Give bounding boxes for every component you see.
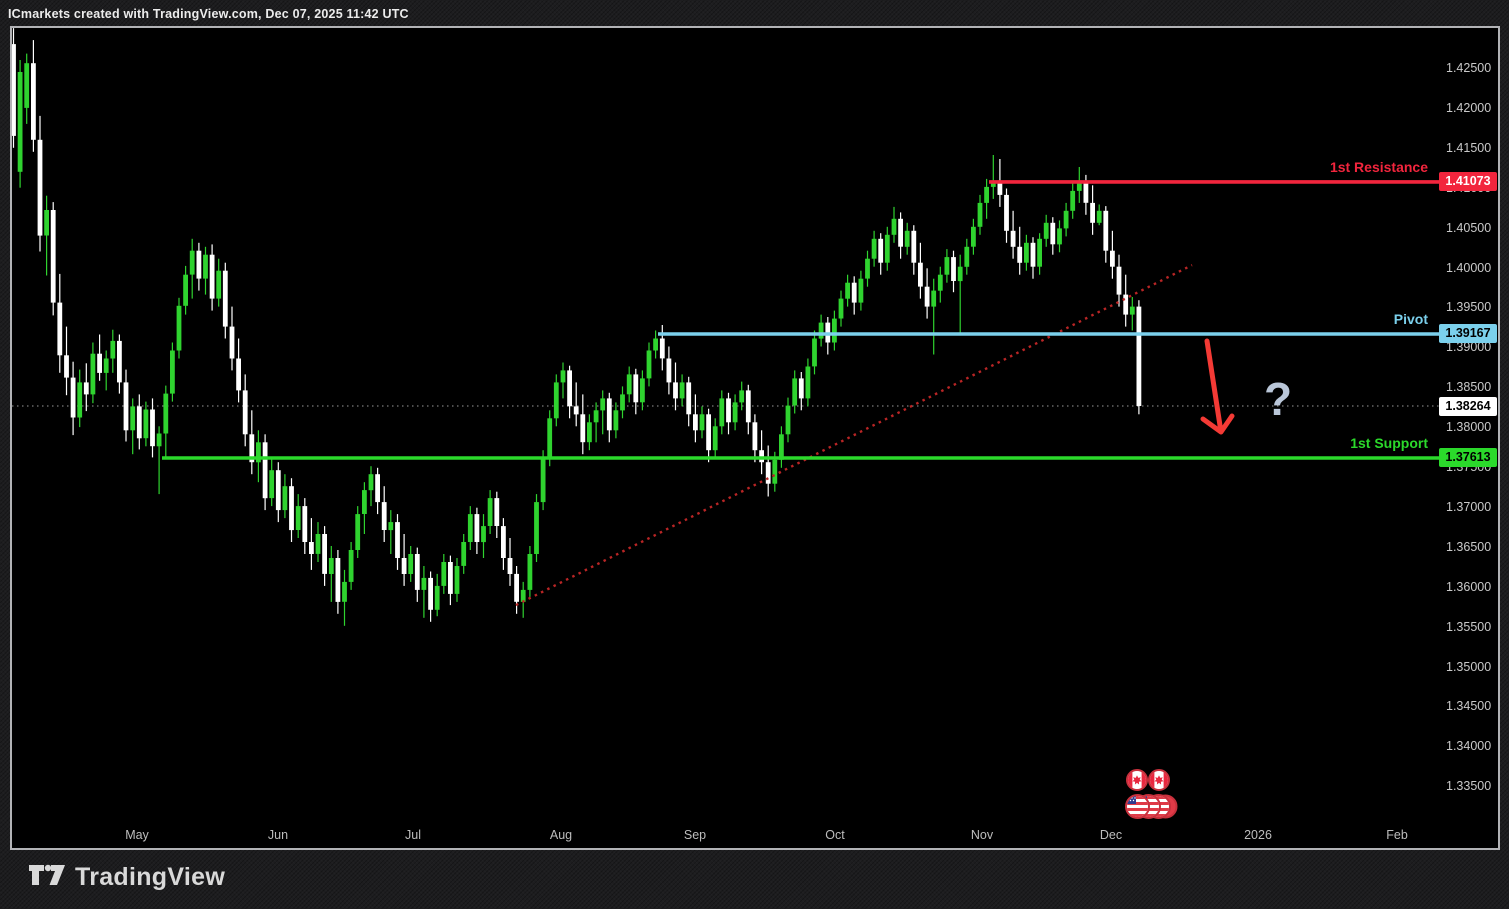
tradingview-logo-icon: [28, 861, 66, 894]
price-tick-label: 1.40500: [1446, 220, 1492, 235]
resistance-label[interactable]: 1st Resistance: [1329, 158, 1428, 175]
price-tick-label: 1.35500: [1446, 619, 1492, 634]
price-tick-label: 1.34500: [1446, 699, 1492, 714]
price-badge-last: 1.38264: [1439, 396, 1497, 416]
time-scale[interactable]: May Jun Jul Aug Sep Oct Nov Dec 2026 Feb: [11, 828, 1497, 844]
time-tick-label: Dec: [1099, 828, 1123, 842]
price-scale[interactable]: 1.425001.420001.415001.410001.405001.400…: [1444, 27, 1498, 845]
event-markers[interactable]: [1125, 769, 1181, 821]
time-tick-label: 2026: [1244, 828, 1272, 842]
price-tick-label: 1.42000: [1446, 100, 1492, 115]
down-arrow-icon[interactable]: [1200, 338, 1235, 435]
trendline[interactable]: [515, 264, 1193, 607]
price-tick-label: 1.38500: [1446, 380, 1492, 395]
candlestick-series[interactable]: [11, 28, 1142, 626]
canada-flag-icon[interactable]: [1126, 769, 1148, 796]
price-tick-label: 1.39500: [1446, 300, 1492, 315]
us-flag-icon[interactable]: [1125, 794, 1150, 824]
price-tick-label: 1.36000: [1446, 579, 1492, 594]
time-tick-label: May: [125, 828, 149, 842]
canada-flag-icon[interactable]: [1148, 769, 1170, 796]
price-tick-label: 1.41500: [1446, 140, 1492, 155]
question-mark-annotation[interactable]: ?: [1263, 373, 1293, 425]
support-label[interactable]: 1st Support: [1350, 434, 1428, 451]
tradingview-logo-text: TradingView: [75, 862, 226, 891]
price-tick-label: 1.42500: [1446, 61, 1492, 75]
tradingview-watermark: TradingView: [28, 862, 225, 892]
chart-title: ICmarkets created with TradingView.com, …: [8, 7, 409, 21]
time-tick-label: Feb: [1386, 828, 1408, 842]
price-tick-label: 1.34000: [1446, 739, 1492, 754]
time-tick-label: Jul: [405, 828, 421, 842]
price-tick-label: 1.36500: [1446, 539, 1492, 554]
price-tick-label: 1.37000: [1446, 499, 1492, 514]
price-badge-resistance: 1.41073: [1439, 172, 1497, 192]
time-tick-label: Sep: [683, 828, 707, 842]
pivot-label[interactable]: Pivot: [1393, 310, 1428, 327]
price-badge-pivot: 1.39167: [1439, 324, 1497, 344]
price-tick-label: 1.38000: [1446, 420, 1492, 435]
price-badge-support: 1.37613: [1439, 448, 1497, 468]
price-tick-label: 1.40000: [1446, 260, 1492, 275]
price-tick-label: 1.39000: [1446, 340, 1492, 355]
time-tick-label: Jun: [267, 828, 289, 842]
time-tick-label: Aug: [549, 828, 573, 842]
time-tick-label: Nov: [970, 828, 994, 842]
price-tick-label: 1.35000: [1446, 659, 1492, 674]
price-tick-label: 1.33500: [1446, 779, 1492, 794]
time-tick-label: Oct: [825, 828, 845, 842]
